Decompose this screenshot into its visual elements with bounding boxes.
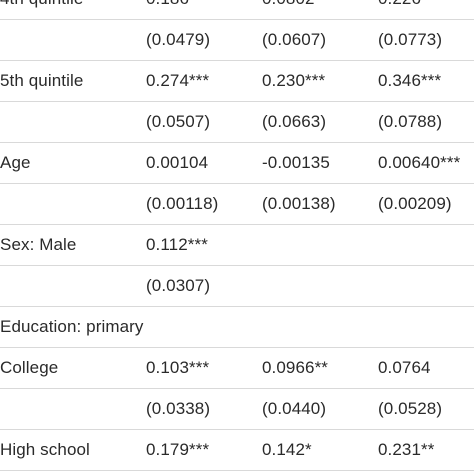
- table-cell: (0.0338): [146, 399, 211, 418]
- table-row: College 0.103*** 0.0966** 0.0764: [0, 348, 474, 389]
- table-cell: 0.226: [378, 0, 421, 19]
- table-cell: (0.0788): [378, 112, 443, 131]
- table-cell: 0.230***: [262, 71, 326, 90]
- row-label: College: [0, 358, 59, 377]
- table-row: (0.0507) (0.0663) (0.0788): [0, 102, 474, 143]
- table-cell: (0.00118): [146, 194, 219, 213]
- table-cell: (0.0607): [262, 30, 327, 49]
- table-cell: (0.0307): [146, 276, 211, 295]
- table-row: Sex: Male 0.112***: [0, 225, 474, 266]
- table-cell: (0.00209): [378, 194, 452, 213]
- row-label: 4th quintile: [0, 0, 83, 19]
- table-row: 5th quintile 0.274*** 0.230*** 0.346***: [0, 61, 474, 102]
- table-cell: 0.00104: [146, 153, 209, 172]
- table-row: Age 0.00104 -0.00135 0.00640***: [0, 143, 474, 184]
- row-label: Age: [0, 153, 31, 172]
- table-cell: -0.00135: [262, 153, 330, 172]
- table-cell: 0.346***: [378, 71, 442, 90]
- table-cell: 0.231**: [378, 440, 435, 459]
- row-label: High school: [0, 440, 90, 459]
- table-cell: 0.0764: [378, 358, 431, 377]
- table-cell: (0.0507): [146, 112, 211, 131]
- table-cell: (0.0528): [378, 399, 443, 418]
- table-row: High school 0.179*** 0.142* 0.231**: [0, 430, 474, 471]
- table-cell: (0.00138): [262, 194, 336, 213]
- table-cell: 0.00640***: [378, 153, 461, 172]
- row-label: Sex: Male: [0, 235, 77, 254]
- table-cell: (0.0773): [378, 30, 443, 49]
- table-cell: 0.142*: [262, 440, 312, 459]
- table-cell: (0.0663): [262, 112, 327, 131]
- table-cell: (0.0440): [262, 399, 327, 418]
- table-row: Education: primary: [0, 307, 474, 348]
- table-cell: 0.0966**: [262, 358, 329, 377]
- section-heading: Education: primary: [0, 317, 144, 336]
- table-cell: 0.0802: [262, 0, 315, 19]
- table-cell: 0.186: [146, 0, 189, 19]
- table-cell: (0.0479): [146, 30, 211, 49]
- table-cell: 0.112***: [146, 235, 208, 254]
- table-row: (0.0479) (0.0607) (0.0773): [0, 20, 474, 61]
- table-cell: 0.274***: [146, 71, 210, 90]
- table-row: (0.0338) (0.0440) (0.0528): [0, 389, 474, 430]
- table-row: (0.0307): [0, 266, 474, 307]
- table-row: (0.00118) (0.00138) (0.00209): [0, 184, 474, 225]
- table-cell: 0.179***: [146, 440, 210, 459]
- table-cell: 0.103***: [146, 358, 210, 377]
- table-row: 4th quintile 0.186 0.0802 0.226: [0, 0, 474, 20]
- row-label: 5th quintile: [0, 71, 84, 90]
